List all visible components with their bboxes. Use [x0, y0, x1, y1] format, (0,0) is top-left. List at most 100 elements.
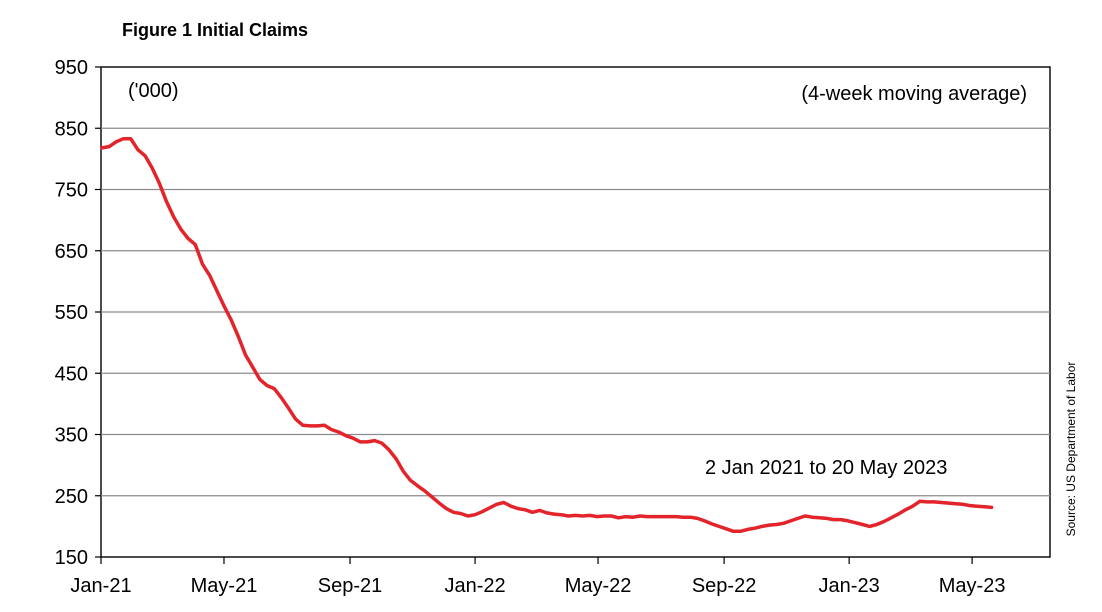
data-point	[646, 515, 648, 518]
data-point	[510, 505, 512, 508]
data-point	[395, 458, 398, 460]
data-points	[101, 137, 993, 533]
source-note: Source: US Department of Labor	[1064, 362, 1078, 537]
data-point	[911, 505, 914, 508]
data-point	[660, 515, 663, 518]
data-point	[467, 515, 469, 517]
data-point	[381, 442, 383, 444]
data-point	[323, 424, 326, 427]
data-point	[603, 515, 605, 517]
data-point	[230, 319, 232, 321]
data-point	[653, 515, 656, 518]
data-point	[474, 513, 476, 516]
data-point	[668, 515, 670, 518]
x-tick-label: Jan-22	[444, 575, 505, 597]
y-tick-label: 750	[55, 180, 88, 202]
data-point	[101, 147, 103, 149]
y-tick-label: 150	[55, 547, 88, 569]
x-tick-label: May-23	[939, 575, 1006, 597]
data-point	[294, 418, 297, 421]
data-point	[409, 479, 412, 482]
data-point	[538, 509, 541, 512]
data-point	[919, 500, 921, 503]
y-tick-label: 950	[55, 57, 88, 79]
data-point	[165, 201, 168, 203]
data-point	[617, 517, 620, 519]
data-point	[689, 516, 692, 518]
data-point	[495, 503, 498, 506]
data-point	[947, 502, 950, 504]
data-point	[115, 140, 118, 143]
data-point	[732, 530, 735, 533]
data-point	[940, 501, 943, 504]
data-point	[445, 507, 448, 510]
data-point	[703, 520, 706, 522]
data-point	[287, 407, 290, 410]
data-point	[488, 507, 491, 509]
data-point	[926, 501, 928, 503]
data-point	[129, 137, 132, 140]
data-point	[266, 384, 268, 387]
data-point	[546, 512, 548, 514]
data-point	[682, 516, 684, 518]
data-point	[589, 514, 591, 517]
data-point	[316, 425, 319, 427]
data-point	[302, 424, 304, 427]
data-point	[739, 530, 742, 533]
data-point	[273, 387, 276, 390]
data-point	[173, 216, 175, 218]
data-point	[338, 431, 340, 433]
data-point	[890, 517, 892, 519]
data-point	[158, 182, 161, 185]
data-point	[359, 441, 362, 443]
data-point	[244, 354, 247, 356]
data-point	[481, 510, 484, 513]
data-point	[517, 507, 519, 510]
x-tick-label: May-21	[191, 575, 258, 597]
data-point	[818, 517, 821, 519]
x-tick-label: Jan-21	[70, 575, 131, 597]
data-point	[366, 441, 369, 443]
data-point	[847, 520, 849, 522]
data-point	[711, 523, 713, 525]
data-point	[933, 501, 935, 503]
data-point	[976, 505, 978, 508]
data-point	[954, 502, 957, 505]
unit-label: ('000)	[128, 80, 179, 102]
data-point	[624, 515, 627, 518]
date-range-annotation: 2 Jan 2021 to 20 May 2023	[705, 457, 947, 479]
data-point	[983, 506, 986, 508]
data-point	[861, 523, 864, 526]
data-point	[151, 167, 153, 169]
data-point	[431, 496, 433, 498]
data-point	[811, 516, 813, 518]
data-point	[990, 506, 993, 509]
chart-title: Figure 1 Initial Claims	[122, 20, 308, 40]
data-point	[237, 335, 240, 338]
data-point	[108, 145, 110, 148]
data-point	[259, 378, 261, 381]
data-point	[797, 517, 799, 520]
x-tick-label: Sep-22	[692, 575, 757, 597]
data-point	[596, 515, 598, 518]
data-point	[459, 512, 462, 515]
y-tick-label: 450	[55, 363, 88, 385]
data-point	[567, 515, 570, 517]
x-tick-label: Sep-21	[318, 575, 383, 597]
data-point	[223, 305, 225, 307]
data-point	[868, 525, 871, 528]
data-point	[904, 509, 907, 511]
data-point	[754, 527, 756, 529]
data-point	[876, 523, 878, 526]
data-point	[553, 513, 555, 515]
data-point	[373, 439, 376, 442]
data-point	[345, 434, 347, 437]
y-tick-label: 850	[55, 118, 88, 140]
data-point	[187, 237, 189, 240]
data-point	[897, 513, 900, 515]
data-point	[280, 397, 283, 399]
data-point	[452, 511, 455, 514]
data-point	[424, 490, 426, 492]
data-point	[632, 516, 634, 518]
data-point	[330, 428, 333, 431]
